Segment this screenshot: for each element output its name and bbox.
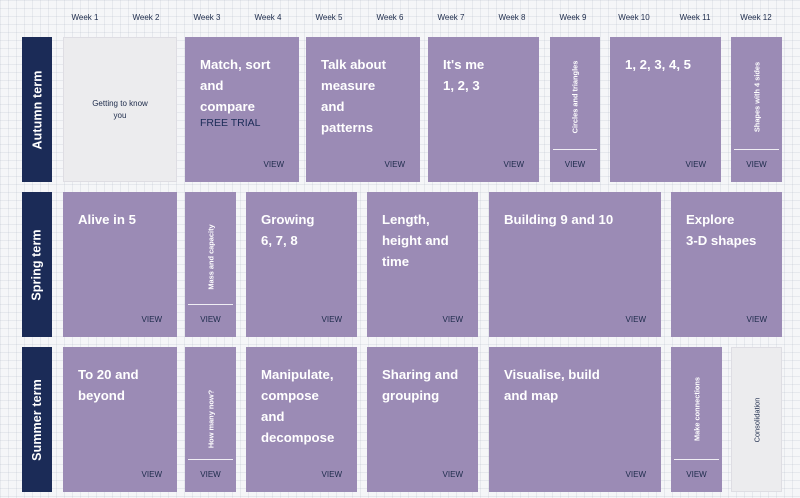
tile-alive-in-5[interactable]: Alive in 5 VIEW <box>63 192 177 337</box>
term-label-autumn: Autumn term <box>22 37 52 182</box>
tile-building-9-10[interactable]: Building 9 and 10 VIEW <box>489 192 661 337</box>
tile-growing-6-7-8[interactable]: Growing 6, 7, 8 VIEW <box>246 192 357 337</box>
tile-explore-3d-shapes[interactable]: Explore 3-D shapes VIEW <box>671 192 782 337</box>
tile-title: Building 9 and 10 <box>504 212 614 227</box>
tile-make-connections[interactable]: Make connections VIEW <box>671 347 722 492</box>
view-link[interactable]: VIEW <box>442 470 463 479</box>
tile-length-height-time[interactable]: Length, height and time VIEW <box>367 192 478 337</box>
tile-title: Getting to know you <box>92 98 148 120</box>
tile-manipulate-compose[interactable]: Manipulate, compose and decompose VIEW <box>246 347 357 492</box>
tile-talk-about-measure[interactable]: Talk about measure and patterns VIEW <box>306 37 420 182</box>
tile-title: Match, sort and compare <box>200 57 271 114</box>
divider <box>553 149 597 150</box>
divider <box>188 304 233 305</box>
divider <box>734 149 779 150</box>
term-label-summer: Summer term <box>22 347 52 492</box>
tile-1-2-3-4-5[interactable]: 1, 2, 3, 4, 5 VIEW <box>610 37 721 182</box>
tile-title: Sharing and grouping <box>382 367 459 403</box>
week-header-5: Week 5 <box>315 13 343 22</box>
week-header-6: Week 6 <box>376 13 404 22</box>
view-link[interactable]: VIEW <box>746 160 767 169</box>
view-link[interactable]: VIEW <box>321 470 342 479</box>
view-link[interactable]: VIEW <box>625 315 646 324</box>
week-header-8: Week 8 <box>498 13 526 22</box>
week-header-2: Week 2 <box>132 13 160 22</box>
tile-title: Shapes with 4 sides <box>752 61 761 133</box>
tile-match-sort-compare[interactable]: Match, sort and compare FREE TRIAL VIEW <box>185 37 299 182</box>
term-label-text: Spring term <box>30 228 44 301</box>
view-link[interactable]: VIEW <box>200 315 221 324</box>
tile-circles-triangles[interactable]: Circles and triangles VIEW <box>550 37 600 182</box>
tile-how-many-now[interactable]: How many now? VIEW <box>185 347 236 492</box>
tile-sharing-grouping[interactable]: Sharing and grouping VIEW <box>367 347 478 492</box>
tile-title: Manipulate, compose and decompose <box>261 367 335 445</box>
tile-title: Circles and triangles <box>570 60 580 134</box>
divider <box>188 459 233 460</box>
week-header-7: Week 7 <box>437 13 465 22</box>
week-header-3: Week 3 <box>193 13 221 22</box>
tile-visualise-build-map[interactable]: Visualise, build and map VIEW <box>489 347 661 492</box>
tile-title: Growing 6, 7, 8 <box>261 212 315 248</box>
week-header-12: Week 12 <box>740 13 772 22</box>
view-link[interactable]: VIEW <box>442 315 463 324</box>
tile-title: 1, 2, 3, 4, 5 <box>625 57 691 72</box>
tile-title: To 20 and beyond <box>78 367 139 403</box>
tile-title: Alive in 5 <box>78 212 136 227</box>
week-header-10: Week 10 <box>618 13 650 22</box>
view-link[interactable]: VIEW <box>263 160 284 169</box>
tile-title: Explore 3-D shapes <box>686 212 757 248</box>
tile-title: Consolidation <box>752 397 761 442</box>
view-link[interactable]: VIEW <box>141 470 162 479</box>
tile-title: Visualise, build and map <box>504 367 600 403</box>
tile-shapes-4-sides[interactable]: Shapes with 4 sides VIEW <box>731 37 782 182</box>
tile-its-me[interactable]: It's me 1, 2, 3 VIEW <box>428 37 539 182</box>
view-link[interactable]: VIEW <box>200 470 221 479</box>
term-label-text: Autumn term <box>30 70 45 149</box>
free-trial-badge[interactable]: FREE TRIAL <box>200 117 261 129</box>
tile-title: Length, height and time <box>382 212 449 269</box>
week-header-9: Week 9 <box>559 13 587 22</box>
view-link[interactable]: VIEW <box>746 315 767 324</box>
tile-title: It's me 1, 2, 3 <box>443 57 485 93</box>
view-link[interactable]: VIEW <box>685 160 706 169</box>
tile-mass-capacity[interactable]: Mass and capacity VIEW <box>185 192 236 337</box>
tile-title: Mass and capacity <box>206 224 215 290</box>
divider <box>674 459 719 460</box>
term-label-text: Summer term <box>30 378 44 461</box>
view-link[interactable]: VIEW <box>625 470 646 479</box>
term-label-spring: Spring term <box>22 192 52 337</box>
tile-consolidation[interactable]: Consolidation <box>731 347 782 492</box>
view-link[interactable]: VIEW <box>503 160 524 169</box>
view-link[interactable]: VIEW <box>321 315 342 324</box>
view-link[interactable]: VIEW <box>686 470 707 479</box>
tile-title: Make connections <box>692 376 701 442</box>
tile-title: Talk about measure and patterns <box>321 57 386 135</box>
tile-to-20-and-beyond[interactable]: To 20 and beyond VIEW <box>63 347 177 492</box>
week-header-4: Week 4 <box>254 13 282 22</box>
view-link[interactable]: VIEW <box>141 315 162 324</box>
week-header-11: Week 11 <box>679 13 711 22</box>
week-header-1: Week 1 <box>71 13 99 22</box>
tile-title: How many now? <box>206 389 215 449</box>
view-link[interactable]: VIEW <box>384 160 405 169</box>
tile-getting-to-know-you[interactable]: Getting to know you <box>63 37 177 182</box>
view-link[interactable]: VIEW <box>564 160 586 169</box>
